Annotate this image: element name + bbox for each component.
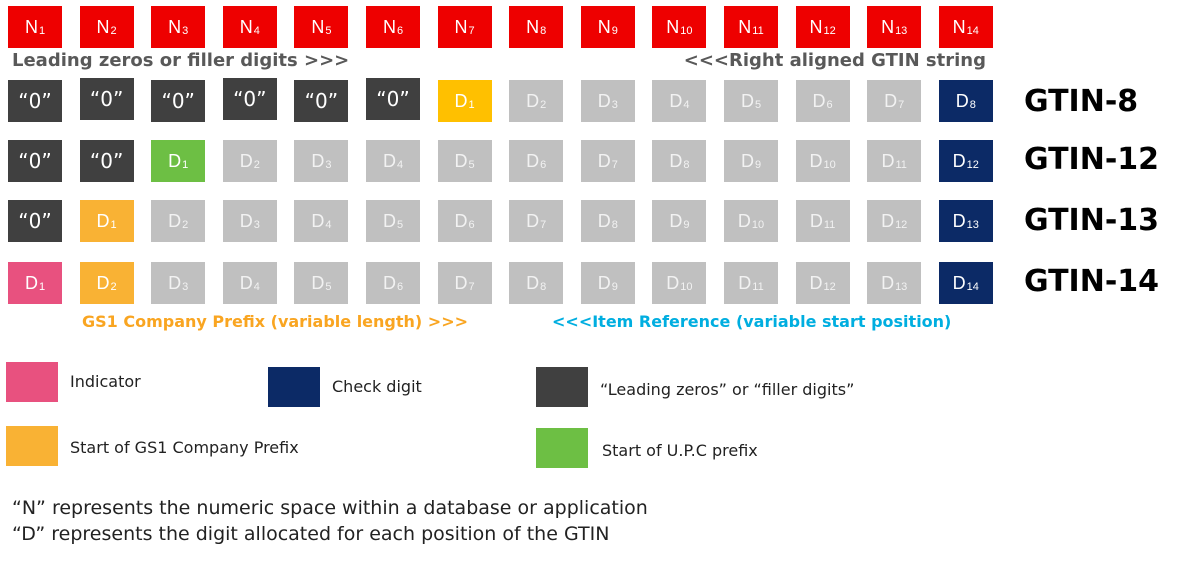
gtin-13-label: GTIN-13 (1024, 203, 1160, 238)
indicator-swatch (6, 362, 58, 402)
header-cell-n14: N 14 (938, 6, 993, 48)
header-cell-n10: N 10 (652, 6, 707, 48)
gtin-8-label: GTIN-8 (1024, 84, 1139, 119)
gtin-8-cell-5: “0” (294, 80, 349, 122)
company-prefix-legend-label: Start of GS1 Company Prefix (70, 438, 299, 457)
item-reference-note: <<<Item Reference (variable start positi… (552, 312, 952, 331)
gtin-12-cell-14: D 12 (938, 140, 993, 182)
gtin-13-cell-13: D 12 (867, 200, 922, 242)
gtin-12-cell-12: D 10 (795, 140, 850, 182)
gtin-12-cell-1: “0” (8, 140, 62, 182)
gtin-14-cell-10: D 10 (652, 262, 707, 304)
company-prefix-swatch (6, 426, 58, 466)
d-definition-note: “D” represents the digit allocated for e… (12, 523, 610, 545)
leading-zeros-banner: Leading zeros or filler digits >>> (12, 50, 350, 71)
gtin-12-cell-13: D 11 (867, 140, 922, 182)
n-definition-note: “N” represents the numeric space within … (12, 497, 648, 519)
gtin-14-label: GTIN-14 (1024, 264, 1160, 299)
filler-swatch (536, 367, 588, 407)
gtin-14-cell-11: D 11 (724, 262, 778, 304)
upc-prefix-swatch (536, 428, 588, 468)
header-cell-n12: N 12 (795, 6, 850, 48)
gtin-13-cell-14: D 13 (938, 200, 993, 242)
gtin-8-cell-6: “0” (366, 78, 420, 120)
gtin-8-cell-3: “0” (151, 80, 206, 122)
header-cell-n11: N 11 (724, 6, 778, 48)
gtin-13-cell-12: D 11 (795, 200, 850, 242)
gtin-8-cell-4: “0” (222, 78, 277, 120)
gtin-12-cell-2: “0” (79, 140, 134, 182)
gtin-13-cell-1: “0” (8, 200, 62, 242)
indicator-legend-label: Indicator (70, 372, 141, 391)
gtin-14-cell-12: D 12 (795, 262, 850, 304)
gtin-8-cell-1: “0” (8, 80, 62, 122)
gtin-8-cell-2: “0” (79, 78, 134, 120)
upc-prefix-legend-label: Start of U.P.C prefix (602, 441, 758, 460)
company-prefix-note: GS1 Company Prefix (variable length) >>> (82, 312, 469, 331)
check-digit-swatch (268, 367, 320, 407)
gtin-12-label: GTIN-12 (1024, 142, 1160, 177)
header-cell-n13: N 13 (867, 6, 922, 48)
right-aligned-banner: <<<Right aligned GTIN string (683, 50, 986, 71)
check-digit-legend-label: Check digit (332, 377, 422, 396)
filler-legend-label: “Leading zeros” or “filler digits” (600, 380, 855, 399)
gtin-14-cell-13: D 13 (867, 262, 922, 304)
gtin-14-cell-14: D 14 (938, 262, 993, 304)
gtin-13-cell-11: D 10 (724, 200, 778, 242)
